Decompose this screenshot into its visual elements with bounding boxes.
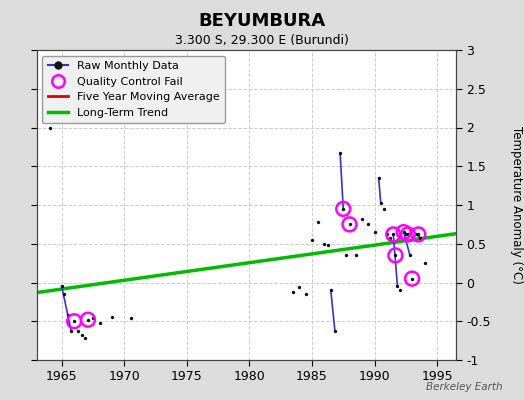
- Point: [96, 320, 105, 326]
- Point: [414, 231, 422, 238]
- Point: [401, 231, 410, 238]
- Point: [386, 234, 395, 241]
- Point: [320, 240, 329, 247]
- Point: [89, 315, 97, 321]
- Point: [58, 283, 66, 290]
- Text: Berkeley Earth: Berkeley Earth: [427, 382, 503, 392]
- Point: [414, 231, 422, 238]
- Point: [326, 287, 335, 294]
- Legend: Raw Monthly Data, Quality Control Fail, Five Year Moving Average, Long-Term Tren: Raw Monthly Data, Quality Control Fail, …: [42, 56, 225, 123]
- Point: [70, 318, 79, 324]
- Point: [70, 318, 79, 324]
- Point: [383, 231, 391, 238]
- Point: [380, 206, 388, 212]
- Point: [391, 252, 400, 258]
- Point: [78, 332, 86, 338]
- Point: [336, 150, 344, 156]
- Point: [408, 276, 416, 282]
- Point: [375, 175, 383, 181]
- Point: [331, 327, 339, 334]
- Point: [301, 291, 310, 297]
- Point: [396, 287, 404, 294]
- Point: [416, 234, 424, 241]
- Point: [324, 242, 332, 248]
- Point: [46, 124, 54, 131]
- Point: [404, 231, 412, 238]
- Point: [364, 221, 373, 228]
- Point: [67, 327, 75, 334]
- Point: [412, 231, 420, 238]
- Point: [389, 231, 398, 238]
- Point: [389, 231, 398, 238]
- Text: 3.300 S, 29.300 E (Burundi): 3.300 S, 29.300 E (Burundi): [175, 34, 349, 47]
- Point: [391, 252, 400, 258]
- Point: [126, 315, 135, 321]
- Text: BEYUMBURA: BEYUMBURA: [199, 12, 325, 30]
- Point: [342, 252, 351, 258]
- Point: [64, 312, 72, 318]
- Point: [295, 284, 303, 290]
- Point: [74, 327, 82, 334]
- Point: [420, 260, 429, 266]
- Point: [81, 335, 90, 342]
- Point: [399, 229, 408, 235]
- Point: [60, 291, 69, 297]
- Point: [308, 237, 316, 243]
- Point: [339, 206, 347, 212]
- Point: [107, 314, 116, 320]
- Point: [393, 283, 401, 290]
- Point: [352, 252, 360, 258]
- Point: [377, 200, 385, 207]
- Point: [314, 219, 322, 225]
- Y-axis label: Temperature Anomaly (°C): Temperature Anomaly (°C): [510, 126, 523, 284]
- Point: [404, 231, 412, 238]
- Point: [339, 206, 347, 212]
- Point: [84, 316, 92, 323]
- Point: [370, 229, 379, 235]
- Point: [289, 289, 298, 295]
- Point: [399, 229, 408, 235]
- Point: [84, 316, 92, 323]
- Point: [358, 216, 366, 222]
- Point: [408, 276, 416, 282]
- Point: [345, 221, 354, 228]
- Point: [406, 252, 414, 258]
- Point: [345, 221, 354, 228]
